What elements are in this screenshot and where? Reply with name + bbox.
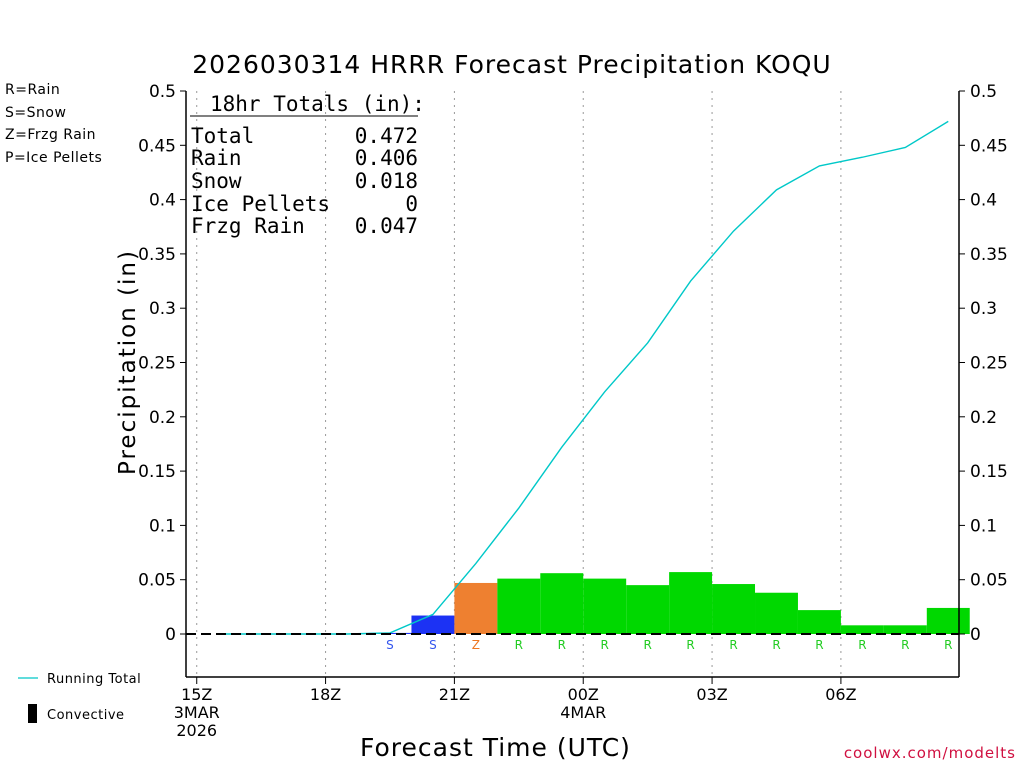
chart-title: 2026030314 HRRR Forecast Precipitation K…	[192, 50, 832, 79]
y-tick-label: 0.1	[970, 516, 997, 536]
y-tick-label: 0.3	[149, 299, 176, 319]
x-tick-label: 06Z	[825, 685, 856, 704]
totals-label: Frzg Rain	[191, 214, 305, 238]
y-tick-label: 0.4	[149, 191, 176, 211]
y-tick-label: 0.35	[138, 245, 176, 265]
precip-type-marker: R	[601, 638, 609, 652]
y-tick-label: 0.1	[149, 516, 176, 536]
precip-bar	[411, 615, 455, 634]
totals-value: 0.472	[355, 124, 418, 148]
precip-type-marker: R	[558, 638, 566, 652]
x-axis-label: Forecast Time (UTC)	[360, 733, 631, 762]
x-tick-label: 18Z	[310, 685, 341, 704]
totals-label: Rain	[191, 146, 242, 170]
legend-ice-pellets: P=Ice Pellets	[5, 150, 103, 166]
y-tick-label: 0.25	[970, 354, 1008, 374]
precip-bar	[755, 592, 798, 634]
precip-bar	[840, 625, 884, 634]
precip-type-marker: S	[386, 638, 394, 652]
y-tick-label: 0.2	[149, 408, 176, 428]
precip-type-marker: R	[643, 638, 651, 652]
precip-bar	[883, 625, 927, 634]
precip-bar	[454, 582, 498, 634]
precip-type-marker: R	[729, 638, 737, 652]
totals-label: Snow	[191, 169, 242, 193]
x-tick-label: 4MAR	[560, 703, 606, 722]
totals-label: Total	[191, 124, 254, 148]
precip-type-marker: R	[815, 638, 823, 652]
convective-key-swatch	[28, 704, 37, 723]
totals-heading: 18hr Totals (in):	[210, 92, 425, 116]
legend-snow: S=Snow	[5, 105, 67, 121]
source-credit: coolwx.com/modelts	[843, 744, 1016, 762]
y-tick-label: 0.5	[970, 82, 997, 102]
precip-type-marker: R	[944, 638, 952, 652]
totals-box: 18hr Totals (in): Total 0.472 Rain 0.406…	[190, 92, 425, 238]
y-tick-label: 0.5	[149, 82, 176, 102]
totals-value: 0.047	[355, 214, 418, 238]
precip-type-marker: R	[858, 638, 866, 652]
precip-bar	[797, 610, 841, 634]
totals-value: 0.018	[355, 169, 418, 193]
precip-type-marker: R	[515, 638, 523, 652]
precip-type-marker: R	[686, 638, 694, 652]
y-tick-label: 0.4	[970, 191, 997, 211]
x-tick-label: 3MAR	[174, 703, 220, 722]
y-tick-label: 0.45	[138, 136, 176, 156]
totals-value: 0	[405, 192, 418, 216]
totals-value: 0.406	[355, 146, 418, 170]
y-tick-label: 0.35	[970, 245, 1008, 265]
x-tick-label: 2026	[176, 721, 217, 740]
precip-bar	[497, 578, 541, 634]
x-tick-label: 03Z	[696, 685, 727, 704]
y-tick-label: 0.05	[970, 571, 1008, 591]
precip-bar	[669, 572, 713, 634]
legend-rain: R=Rain	[5, 82, 61, 98]
precip-bar	[540, 573, 584, 634]
y-tick-label: 0.2	[970, 408, 997, 428]
precip-bar	[712, 584, 756, 634]
x-tick-label: 00Z	[568, 685, 599, 704]
y-tick-label: 0.05	[138, 571, 176, 591]
y-tick-label: 0.15	[138, 462, 176, 482]
precip-bar	[583, 578, 627, 634]
y-tick-label: 0.25	[138, 354, 176, 374]
precip-type-marker: R	[772, 638, 780, 652]
x-tick-label: 21Z	[439, 685, 470, 704]
precip-type-marker: R	[901, 638, 909, 652]
y-tick-label: 0.3	[970, 299, 997, 319]
y-tick-label: 0	[165, 625, 176, 645]
legend-freezing-rain: Z=Frzg Rain	[5, 127, 97, 143]
totals-label: Ice Pellets	[191, 192, 330, 216]
precip-type-marker: S	[429, 638, 437, 652]
x-tick-label: 15Z	[181, 685, 212, 704]
precip-type-marker: Z	[472, 638, 480, 652]
running-total-key-label: Running Total	[47, 672, 141, 687]
y-tick-label: 0	[970, 625, 981, 645]
convective-key-label: Convective	[47, 708, 125, 723]
precip-bar	[926, 607, 970, 634]
y-tick-label: 0.45	[970, 136, 1008, 156]
y-tick-label: 0.15	[970, 462, 1008, 482]
y-axis-label: Precipitation (in)	[115, 249, 141, 475]
precip-bar	[626, 585, 670, 634]
